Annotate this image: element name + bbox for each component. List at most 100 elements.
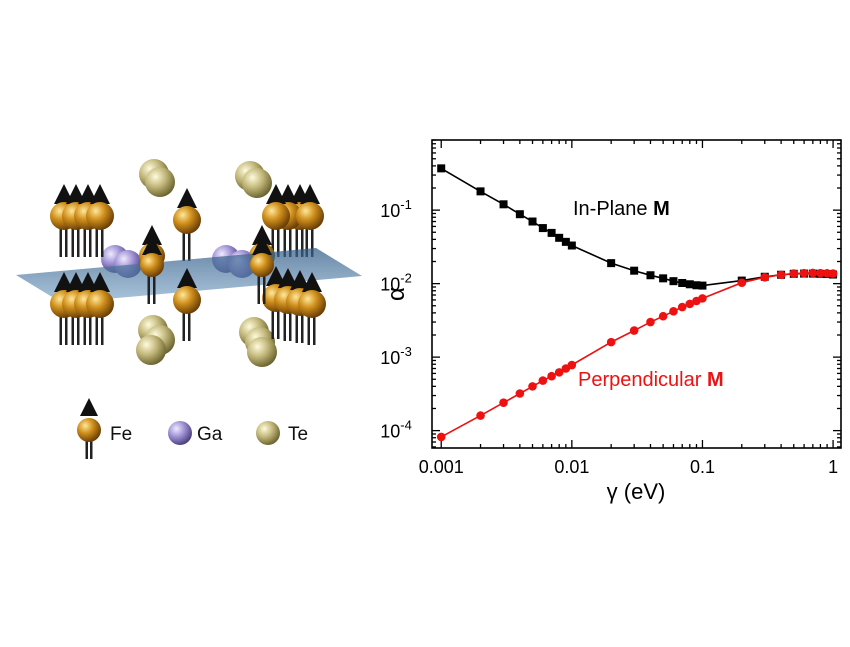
spin-arrow-shaft [271,309,274,339]
spin-arrow-shaft [289,311,292,341]
crystal-structure-illustration [16,159,362,367]
data-point-perpendicular [476,411,485,420]
data-point-perpendicular [685,299,695,309]
te-atom [247,337,277,367]
data-point-perpendicular [515,389,525,398]
spin-arrow-shaft [101,315,104,345]
y-axis-label: α [383,287,410,301]
y-tick-label: 10-4 [380,418,412,442]
data-point-perpendicular [547,371,556,381]
spin-arrow-shaft [77,227,80,257]
spin-arrow-head [90,272,110,292]
y-tick-mantissa: 10 [380,201,400,221]
data-point-in-plane [607,259,616,268]
legend-label-fe: Fe [110,424,132,445]
spin-arrow-shaft [153,274,156,304]
spin-arrow-shaft [311,227,314,257]
data-point-perpendicular [669,307,678,316]
y-tick-exponent: -3 [400,344,412,359]
data-point-in-plane [646,271,655,280]
data-point-perpendicular [698,294,707,303]
spin-arrow-shaft [77,315,80,345]
damping-vs-gamma-chart: 0.001 0.01 0.1 1 10-410-310-210-1 γ (eV) α … [380,139,842,504]
fe-atom [173,286,201,314]
spin-arrow-shaft [89,227,92,257]
data-point-in-plane [499,200,508,209]
data-point-perpendicular [677,302,687,312]
spin-arrow-head [177,268,197,288]
spin-arrow-shaft [295,227,298,257]
te-atom [242,168,272,198]
data-point-perpendicular [538,376,548,385]
x-tick-label: 1 [828,457,838,477]
spin-arrow-shaft [182,311,185,341]
data-point-in-plane [692,281,701,290]
perpendicular-label-text: Perpendicular [578,369,707,391]
spin-arrow-shaft [95,227,98,257]
data-point-perpendicular [554,368,564,377]
data-point-in-plane [698,281,707,290]
data-point-in-plane [630,266,639,275]
spin-arrow-shaft [257,274,260,304]
spin-arrow-shaft [83,227,86,257]
spin-arrow-shaft [188,231,191,261]
fe-atom [298,290,326,318]
perpendicular-label-bold: M [707,369,724,391]
spin-arrow-shaft [182,231,185,261]
plot-frame [431,139,842,449]
tellurium-atom-icon [256,421,280,445]
spin-arrow-head [177,188,197,208]
spin-arrow-shaft [283,311,286,341]
spin-arrow-shaft [307,315,310,345]
y-tick-exponent: -4 [400,418,412,433]
te-atom [145,167,175,197]
spin-arrow-head [302,272,322,292]
y-axis-ticks: 10-410-310-210-1 [380,139,841,448]
gallium-atom-icon [168,421,192,445]
data-point-perpendicular [567,360,577,370]
spin-arrow-shaft [289,227,292,257]
spin-arrow-shaft [83,315,86,345]
y-tick-label: 10-1 [380,197,412,221]
spin-arrow-shaft [59,227,62,257]
data-point-perpendicular [776,270,786,280]
chart-series [436,164,838,442]
spin-arrow-shaft [277,309,280,339]
legend-label-ga: Ga [197,424,223,445]
data-point-perpendicular [760,272,770,282]
y-tick-exponent: -2 [400,271,412,286]
spin-arrow-head [300,184,320,204]
spin-arrow-shaft [283,227,286,257]
data-point-perpendicular [828,269,838,278]
te-atom [136,335,166,365]
fe-atom [296,202,324,230]
fe-atom [86,290,114,318]
y-tick-mantissa: 10 [380,348,400,368]
data-point-in-plane [515,210,524,219]
spin-arrow-shaft [59,315,62,345]
data-point-in-plane [437,164,446,173]
data-point-perpendicular [808,268,818,278]
data-point-in-plane [669,277,678,286]
legend-item-ga: Ga [168,421,223,445]
spin-arrow-shaft [101,227,104,257]
spin-arrow-shaft [71,315,74,345]
spin-arrow-shaft [89,315,92,345]
fe-atom [173,206,201,234]
data-point-in-plane [547,228,556,237]
spin-arrow-shaft [65,227,68,257]
x-tick-label: 0.001 [419,457,464,477]
data-point-in-plane [528,217,537,226]
data-point-in-plane [659,274,668,283]
spin-arrow-shaft [263,274,266,304]
data-point-in-plane [561,237,570,246]
spin-arrow-shaft [188,311,191,341]
spin-arrow-head [142,235,162,255]
legend-label-te: Te [288,424,308,445]
data-point-perpendicular [528,382,537,391]
legend-item-fe: Fe [77,398,132,459]
in-plane-label-text: In-Plane [573,198,653,220]
spin-arrow-head [90,184,110,204]
